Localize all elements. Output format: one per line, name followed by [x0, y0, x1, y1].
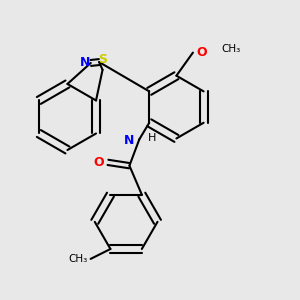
Text: CH₃: CH₃: [221, 44, 240, 54]
Text: O: O: [196, 46, 206, 59]
Text: O: O: [93, 156, 104, 169]
Text: N: N: [124, 134, 134, 147]
Text: CH₃: CH₃: [68, 254, 87, 264]
Text: H: H: [148, 133, 156, 142]
Text: N: N: [80, 56, 90, 70]
Text: S: S: [98, 53, 107, 66]
